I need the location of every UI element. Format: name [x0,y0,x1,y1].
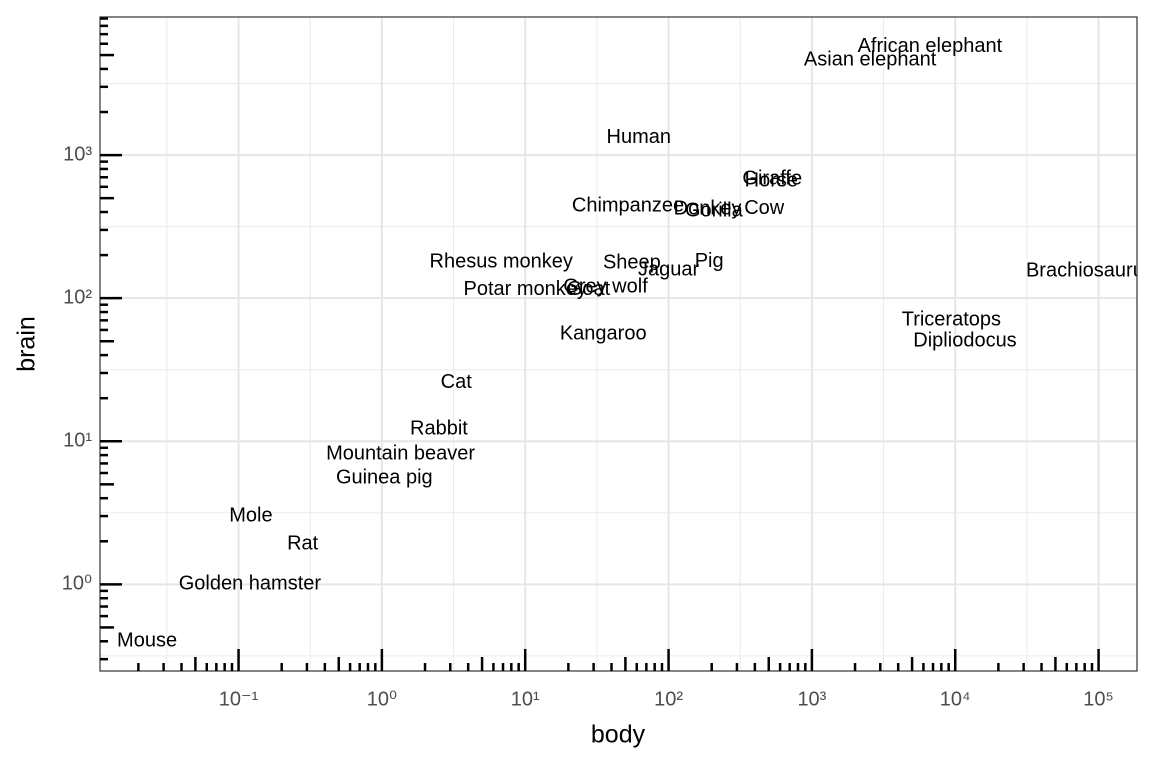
point-label: Kangaroo [560,322,647,344]
panel [100,17,1137,671]
x-tick-label: 10⁻¹ [219,688,259,710]
point-label: Chimpanzee [572,194,684,216]
point-label: Rhesus monkey [430,250,573,272]
point-label: Goat [567,278,611,300]
point-label: Triceratops [902,309,1001,331]
point-label: Cat [441,371,473,393]
point-label: Rat [287,533,319,555]
point-label: Sheep [603,252,661,274]
point-label: Jaguar [638,258,699,280]
x-axis-title: body [591,721,646,749]
point-label: Mole [229,504,272,526]
point-label: Cow [744,197,785,219]
y-tick-label: 10² [63,286,92,308]
point-label: Brachiosaurus [1026,259,1152,281]
x-tick-label: 10³ [797,688,826,710]
point-label: Donkey [674,197,742,219]
point-label: Rabbit [410,418,468,440]
point-label: Potar monkey [464,278,587,300]
point-label: Pig [695,250,724,272]
point-label: Golden hamster [179,573,322,595]
y-tick-label: 10³ [63,143,92,165]
point-label: Mountain beaver [326,443,475,465]
y-tick-label: 10¹ [63,430,92,452]
panel-border [99,16,1138,672]
grid [100,17,1137,671]
point-label: African elephant [858,35,1003,57]
point-label: Grey wolf [563,275,648,297]
y-tick-label: 10⁰ [62,573,92,595]
point-label: Asian elephant [804,48,937,70]
point-label: Giraffe [742,167,802,189]
y-axis-title: brain [13,316,41,372]
point-label: Horse [745,170,798,192]
point-label: Human [607,126,671,148]
x-tick-label: 10⁴ [940,688,971,710]
point-label: Dipliodocus [913,330,1016,352]
x-tick-label: 10¹ [511,688,540,710]
point-label: Mouse [117,630,177,652]
x-tick-label: 10⁰ [367,688,397,710]
point-label: Guinea pig [336,467,433,489]
x-tick-label: 10⁵ [1083,688,1114,710]
point-label: Gorilla [685,199,744,221]
x-tick-label: 10² [654,688,683,710]
